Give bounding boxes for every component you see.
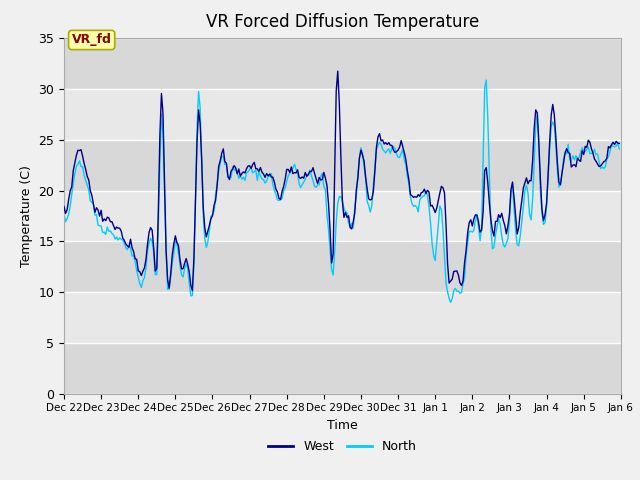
North — [128, 253, 136, 259]
North — [60, 211, 68, 217]
Legend: West, North: West, North — [263, 435, 422, 458]
Bar — [64, 38, 621, 89]
Y-axis label: Temperature (C): Temperature (C) — [20, 165, 33, 267]
North — [483, 77, 490, 83]
West — [255, 168, 263, 174]
Line: West: West — [64, 71, 620, 290]
North — [616, 146, 623, 152]
Text: VR_fd: VR_fd — [72, 34, 111, 47]
X-axis label: Time: Time — [327, 419, 358, 432]
West — [128, 245, 136, 251]
North — [253, 178, 261, 183]
Bar — [64, 241, 621, 292]
West — [189, 288, 196, 293]
West — [305, 171, 312, 177]
North — [303, 172, 310, 178]
West — [588, 146, 595, 152]
Bar — [64, 89, 621, 140]
West — [60, 204, 68, 209]
North — [244, 169, 252, 175]
Bar — [64, 343, 621, 394]
West — [334, 68, 342, 74]
Bar — [64, 191, 621, 241]
West — [616, 141, 623, 146]
North — [447, 300, 454, 305]
North — [588, 150, 595, 156]
Line: North: North — [64, 80, 620, 302]
Title: VR Forced Diffusion Temperature: VR Forced Diffusion Temperature — [206, 13, 479, 31]
Bar — [64, 140, 621, 191]
West — [227, 168, 235, 174]
West — [246, 163, 253, 168]
Bar — [64, 292, 621, 343]
North — [226, 174, 234, 180]
